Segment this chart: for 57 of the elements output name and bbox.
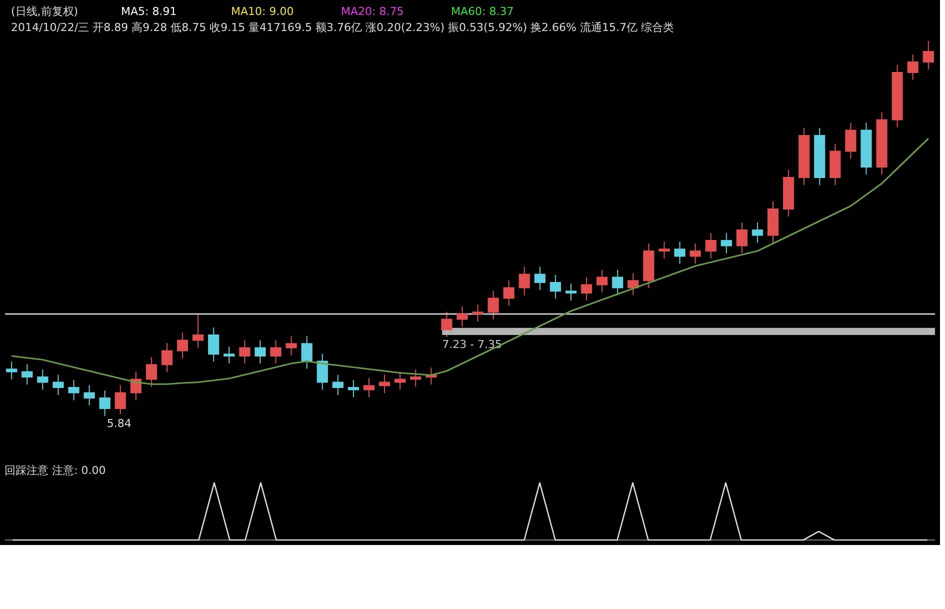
candlestick (332, 374, 344, 396)
annotation: 5.84 (106, 417, 132, 430)
candlestick (6, 361, 18, 380)
candlestick (270, 340, 282, 364)
text: MA5: 8.91 (121, 5, 177, 18)
candlestick (239, 340, 250, 364)
candlestick (176, 332, 188, 359)
chart-title: 回踩注意 注意: 0.00 (4, 464, 106, 477)
candlestick (161, 342, 173, 373)
candlestick (316, 353, 328, 390)
candlestick (518, 266, 530, 296)
candlestick (534, 266, 546, 290)
candlestick (845, 122, 856, 160)
candlestick (503, 280, 514, 306)
candlestick (628, 272, 639, 296)
candlestick (720, 232, 732, 254)
candlestick (580, 276, 592, 301)
candlestick (68, 380, 80, 401)
text: MA10: 9.00 (231, 5, 294, 18)
candlestick (488, 290, 499, 320)
candlestick (84, 384, 95, 406)
candlestick (596, 269, 608, 293)
candlestick (550, 274, 562, 300)
candlestick (37, 369, 48, 390)
candlestick (363, 378, 375, 398)
candlestick (456, 306, 468, 328)
candlestick (348, 380, 360, 398)
candlestick (472, 304, 484, 322)
candlestick (658, 241, 670, 259)
candlestick (99, 390, 110, 416)
candlestick (114, 384, 126, 415)
candlestick (394, 371, 406, 390)
candlestick (192, 314, 204, 348)
candlestick (752, 222, 764, 244)
text: MA60: 8.37 (451, 5, 514, 18)
candlestick (301, 336, 312, 370)
chart-title: (日线,前复权) (11, 5, 78, 18)
candlestick (907, 54, 918, 80)
text: MA20: 8.75 (341, 5, 404, 18)
candlestick (674, 241, 686, 264)
candlestick (286, 336, 297, 356)
candlestick (208, 327, 220, 362)
candlestick (565, 283, 577, 301)
candlestick (146, 356, 158, 388)
candlestick (52, 374, 64, 396)
candlestick (690, 243, 701, 264)
candlestick (736, 222, 748, 254)
chart-subtitle: 2014/10/22/三 开8.89 高9.28 低8.75 收9.15 量417169.5 额3.76亿 涨0.20(2.23%) 振0.53(5.92%) 换2.66% 流通15.7亿 综合类 (11, 21, 674, 34)
candlestick (378, 374, 390, 394)
band-label: 7.23 - 7.35 (442, 338, 502, 351)
candlestick (922, 40, 934, 70)
candlestick (705, 232, 716, 259)
candlestick (224, 346, 235, 364)
candlestick (410, 369, 422, 388)
candlestick (22, 364, 33, 385)
candlestick (612, 269, 624, 296)
candlestick (254, 340, 266, 364)
